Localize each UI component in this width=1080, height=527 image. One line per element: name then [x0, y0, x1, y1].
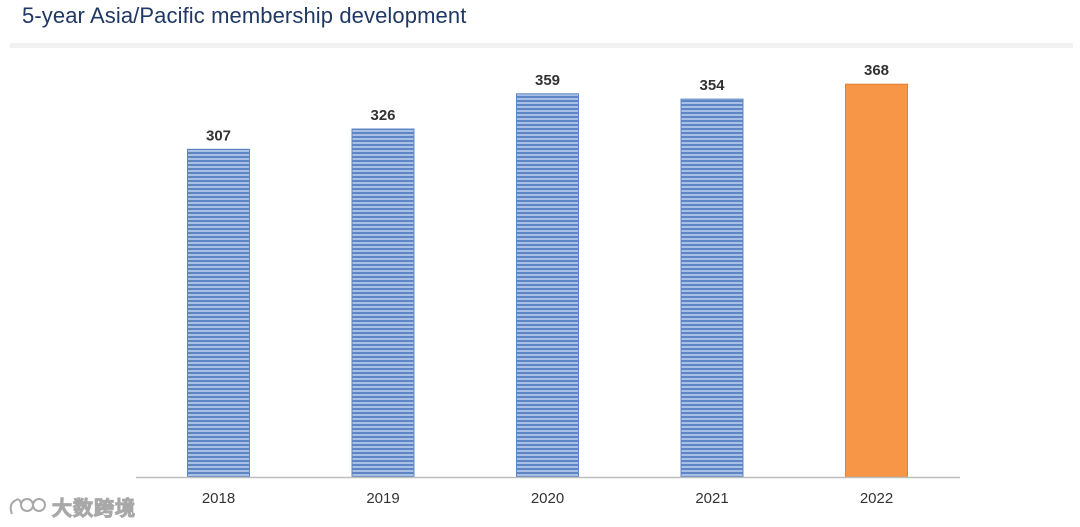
bar-2022	[845, 83, 908, 478]
data-label-2019: 326	[370, 107, 395, 124]
bar-2018	[187, 148, 250, 478]
x-tick-label-2022: 2022	[860, 490, 893, 507]
data-label-2021: 354	[699, 77, 725, 94]
watermark-text: 大数跨境	[52, 496, 136, 521]
x-tick-label-2020: 2020	[531, 490, 564, 507]
data-label-2020: 359	[535, 72, 560, 89]
watermark: 大数跨境	[6, 492, 136, 521]
title-divider	[10, 43, 1073, 48]
bar-2021	[680, 98, 744, 478]
x-tick-label-2019: 2019	[366, 490, 399, 507]
data-label-2018: 307	[206, 127, 231, 144]
x-tick-label-2018: 2018	[202, 490, 235, 507]
bar-2020	[516, 93, 579, 478]
chart-title: 5-year Asia/Pacific membership developme…	[22, 3, 467, 28]
x-tick-label-2021: 2021	[695, 490, 728, 507]
data-label-2022: 368	[864, 62, 889, 79]
bar-2019	[351, 128, 415, 478]
logo-icon	[9, 497, 46, 514]
